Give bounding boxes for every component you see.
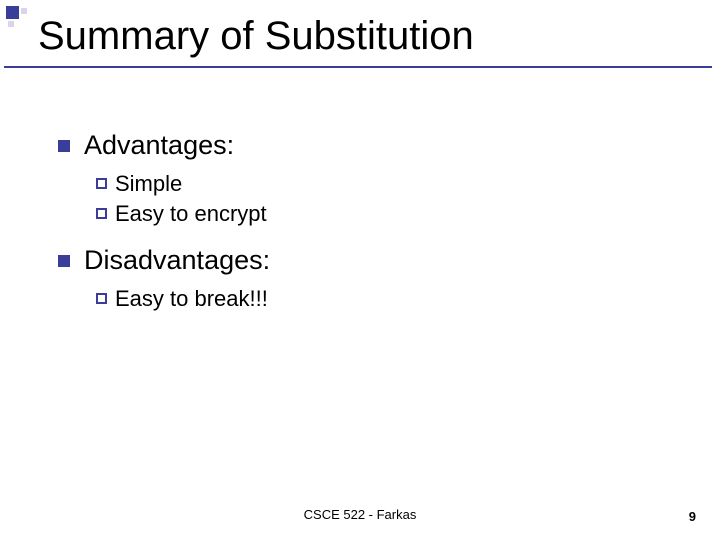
bullet-level2-label: Simple (115, 171, 182, 197)
bullet-level2-group: Simple Easy to encrypt (96, 171, 680, 227)
square-bullet-icon (58, 255, 70, 267)
bullet-level2: Easy to break!!! (96, 286, 680, 312)
bullet-level1-label: Disadvantages: (84, 245, 270, 276)
square-bullet-icon (58, 140, 70, 152)
title-decor (6, 6, 28, 28)
footer-page-number: 9 (689, 509, 696, 524)
footer-center-text: CSCE 522 - Farkas (0, 507, 720, 522)
bullet-level2-group: Easy to break!!! (96, 286, 680, 312)
bullet-level1: Advantages: (58, 130, 680, 161)
title-underline (4, 66, 712, 68)
bullet-level2: Easy to encrypt (96, 201, 680, 227)
bullet-level1: Disadvantages: (58, 245, 680, 276)
slide-title: Summary of Substitution (38, 14, 474, 59)
bullet-level2-label: Easy to break!!! (115, 286, 268, 312)
hollow-square-bullet-icon (96, 208, 107, 219)
hollow-square-bullet-icon (96, 178, 107, 189)
hollow-square-bullet-icon (96, 293, 107, 304)
title-decor-square-large (6, 6, 19, 19)
bullet-level1-label: Advantages: (84, 130, 234, 161)
title-decor-square-small-1 (21, 8, 27, 14)
title-decor-square-small-2 (8, 21, 14, 27)
bullet-level2: Simple (96, 171, 680, 197)
slide-body: Advantages: Simple Easy to encrypt Disad… (58, 130, 680, 330)
bullet-level2-label: Easy to encrypt (115, 201, 267, 227)
